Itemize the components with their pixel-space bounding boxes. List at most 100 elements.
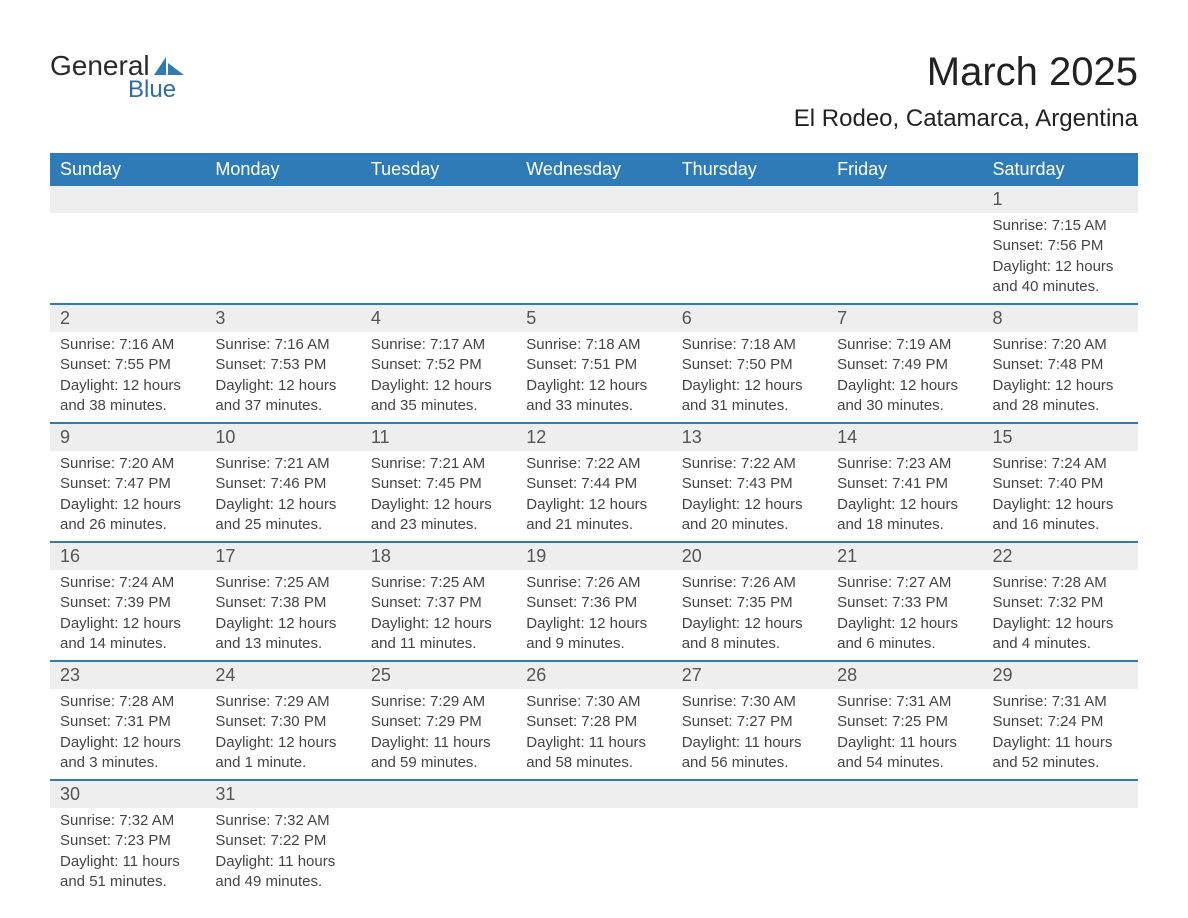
calendar-table: Sunday Monday Tuesday Wednesday Thursday… bbox=[50, 153, 1138, 898]
day-number-cell: 12 bbox=[516, 423, 671, 451]
day-data-cell bbox=[672, 808, 827, 898]
week-daynum-row: 23242526272829 bbox=[50, 661, 1138, 689]
sunrise-text: Sunrise: 7:18 AM bbox=[526, 335, 661, 355]
day-data-cell: Sunrise: 7:30 AMSunset: 7:27 PMDaylight:… bbox=[672, 689, 827, 780]
sunrise-text: Sunrise: 7:22 AM bbox=[682, 454, 817, 474]
day-data-cell: Sunrise: 7:23 AMSunset: 7:41 PMDaylight:… bbox=[827, 451, 982, 542]
day-number-cell: 28 bbox=[827, 661, 982, 689]
sunset-text: Sunset: 7:28 PM bbox=[526, 712, 661, 732]
sunrise-text: Sunrise: 7:16 AM bbox=[215, 335, 350, 355]
sunrise-text: Sunrise: 7:24 AM bbox=[993, 454, 1128, 474]
day-number-cell bbox=[672, 780, 827, 808]
title-block: March 2025 El Rodeo, Catamarca, Argentin… bbox=[794, 50, 1138, 133]
daylight-text: Daylight: 12 hours and 11 minutes. bbox=[371, 614, 506, 655]
daylight-text: Daylight: 12 hours and 9 minutes. bbox=[526, 614, 661, 655]
sunrise-text: Sunrise: 7:30 AM bbox=[526, 692, 661, 712]
logo-text-blue: Blue bbox=[128, 76, 176, 104]
day-data-cell: Sunrise: 7:18 AMSunset: 7:51 PMDaylight:… bbox=[516, 332, 671, 423]
sunrise-text: Sunrise: 7:22 AM bbox=[526, 454, 661, 474]
daylight-text: Daylight: 12 hours and 40 minutes. bbox=[993, 257, 1128, 298]
day-data-cell: Sunrise: 7:32 AMSunset: 7:23 PMDaylight:… bbox=[50, 808, 205, 898]
sunset-text: Sunset: 7:46 PM bbox=[215, 474, 350, 494]
sunrise-text: Sunrise: 7:31 AM bbox=[993, 692, 1128, 712]
day-number-cell bbox=[827, 186, 982, 213]
daylight-text: Daylight: 12 hours and 16 minutes. bbox=[993, 495, 1128, 536]
day-number-cell: 13 bbox=[672, 423, 827, 451]
daylight-text: Daylight: 12 hours and 23 minutes. bbox=[371, 495, 506, 536]
sunrise-text: Sunrise: 7:26 AM bbox=[682, 573, 817, 593]
calendar-head: Sunday Monday Tuesday Wednesday Thursday… bbox=[50, 153, 1138, 186]
daylight-text: Daylight: 11 hours and 54 minutes. bbox=[837, 733, 972, 774]
sunset-text: Sunset: 7:50 PM bbox=[682, 355, 817, 375]
week-data-row: Sunrise: 7:24 AMSunset: 7:39 PMDaylight:… bbox=[50, 570, 1138, 661]
day-number-cell: 6 bbox=[672, 304, 827, 332]
day-number-cell: 10 bbox=[205, 423, 360, 451]
day-data-cell: Sunrise: 7:15 AMSunset: 7:56 PMDaylight:… bbox=[983, 213, 1138, 304]
sunset-text: Sunset: 7:43 PM bbox=[682, 474, 817, 494]
day-data-cell bbox=[672, 213, 827, 304]
sunset-text: Sunset: 7:39 PM bbox=[60, 593, 195, 613]
day-number-cell: 31 bbox=[205, 780, 360, 808]
sunrise-text: Sunrise: 7:30 AM bbox=[682, 692, 817, 712]
day-data-cell bbox=[361, 213, 516, 304]
day-data-cell: Sunrise: 7:29 AMSunset: 7:30 PMDaylight:… bbox=[205, 689, 360, 780]
day-number-cell: 3 bbox=[205, 304, 360, 332]
week-data-row: Sunrise: 7:32 AMSunset: 7:23 PM Daylight:… bbox=[50, 808, 1138, 898]
day-data-cell: Sunrise: 7:26 AMSunset: 7:36 PMDaylight:… bbox=[516, 570, 671, 661]
weekday-thursday: Thursday bbox=[672, 153, 827, 186]
day-number-cell: 18 bbox=[361, 542, 516, 570]
daylight-text: Daylight: 11 hours and 49 minutes. bbox=[215, 852, 350, 893]
day-data-cell: Sunrise: 7:18 AMSunset: 7:50 PMDaylight:… bbox=[672, 332, 827, 423]
day-number-cell: 14 bbox=[827, 423, 982, 451]
day-data-cell: Sunrise: 7:21 AMSunset: 7:45 PMDaylight:… bbox=[361, 451, 516, 542]
day-data-cell: Sunrise: 7:31 AMSunset: 7:25 PMDaylight:… bbox=[827, 689, 982, 780]
sunset-text: Sunset: 7:45 PM bbox=[371, 474, 506, 494]
daylight-text: Daylight: 12 hours and 26 minutes. bbox=[60, 495, 195, 536]
daylight-text: Daylight: 12 hours and 3 minutes. bbox=[60, 733, 195, 774]
sunset-text: Sunset: 7:55 PM bbox=[60, 355, 195, 375]
day-data-cell: Sunrise: 7:25 AMSunset: 7:38 PMDaylight:… bbox=[205, 570, 360, 661]
day-number-cell: 29 bbox=[983, 661, 1138, 689]
sunset-text: Sunset: 7:38 PM bbox=[215, 593, 350, 613]
sunrise-text: Sunrise: 7:15 AM bbox=[993, 216, 1128, 236]
weekday-header-row: Sunday Monday Tuesday Wednesday Thursday… bbox=[50, 153, 1138, 186]
day-number-cell: 7 bbox=[827, 304, 982, 332]
week-data-row: Sunrise: 7:28 AMSunset: 7:31 PMDaylight:… bbox=[50, 689, 1138, 780]
sunrise-text: Sunrise: 7:28 AM bbox=[993, 573, 1128, 593]
week-daynum-row: 9101112131415 bbox=[50, 423, 1138, 451]
day-number-cell: 11 bbox=[361, 423, 516, 451]
sunset-text: Sunset: 7:31 PM bbox=[60, 712, 195, 732]
daylight-text: Daylight: 12 hours and 31 minutes. bbox=[682, 376, 817, 417]
sunset-text: Sunset: 7:40 PM bbox=[993, 474, 1128, 494]
day-data-cell: Sunrise: 7:28 AMSunset: 7:31 PMDaylight:… bbox=[50, 689, 205, 780]
month-title: March 2025 bbox=[794, 50, 1138, 95]
daylight-text: Daylight: 11 hours and 56 minutes. bbox=[682, 733, 817, 774]
day-data-cell: Sunrise: 7:20 AMSunset: 7:47 PMDaylight:… bbox=[50, 451, 205, 542]
sunrise-text: Sunrise: 7:24 AM bbox=[60, 573, 195, 593]
sunrise-text: Sunrise: 7:21 AM bbox=[215, 454, 350, 474]
sunset-text: Sunset: 7:41 PM bbox=[837, 474, 972, 494]
daylight-text: Daylight: 12 hours and 14 minutes. bbox=[60, 614, 195, 655]
day-number-cell bbox=[983, 780, 1138, 808]
sunset-text: Sunset: 7:37 PM bbox=[371, 593, 506, 613]
sunrise-text: Sunrise: 7:29 AM bbox=[215, 692, 350, 712]
daylight-text: Daylight: 12 hours and 8 minutes. bbox=[682, 614, 817, 655]
daylight-text: Daylight: 12 hours and 38 minutes. bbox=[60, 376, 195, 417]
day-number-cell: 24 bbox=[205, 661, 360, 689]
sunset-text: Sunset: 7:23 PM bbox=[60, 831, 195, 851]
weekday-monday: Monday bbox=[205, 153, 360, 186]
sunrise-text: Sunrise: 7:31 AM bbox=[837, 692, 972, 712]
logo-sail-icon bbox=[154, 57, 184, 75]
day-number-cell bbox=[205, 186, 360, 213]
day-data-cell: Sunrise: 7:29 AMSunset: 7:29 PMDaylight:… bbox=[361, 689, 516, 780]
day-data-cell bbox=[827, 213, 982, 304]
day-data-cell: Sunrise: 7:22 AMSunset: 7:43 PMDaylight:… bbox=[672, 451, 827, 542]
weekday-sunday: Sunday bbox=[50, 153, 205, 186]
day-data-cell: Sunrise: 7:27 AMSunset: 7:33 PMDaylight:… bbox=[827, 570, 982, 661]
sunrise-text: Sunrise: 7:23 AM bbox=[837, 454, 972, 474]
day-data-cell: Sunrise: 7:19 AMSunset: 7:49 PMDaylight:… bbox=[827, 332, 982, 423]
sunrise-text: Sunrise: 7:32 AM bbox=[60, 811, 195, 831]
daylight-text: Daylight: 11 hours and 58 minutes. bbox=[526, 733, 661, 774]
week-data-row: Sunrise: 7:20 AMSunset: 7:47 PMDaylight:… bbox=[50, 451, 1138, 542]
daylight-text: Daylight: 12 hours and 35 minutes. bbox=[371, 376, 506, 417]
